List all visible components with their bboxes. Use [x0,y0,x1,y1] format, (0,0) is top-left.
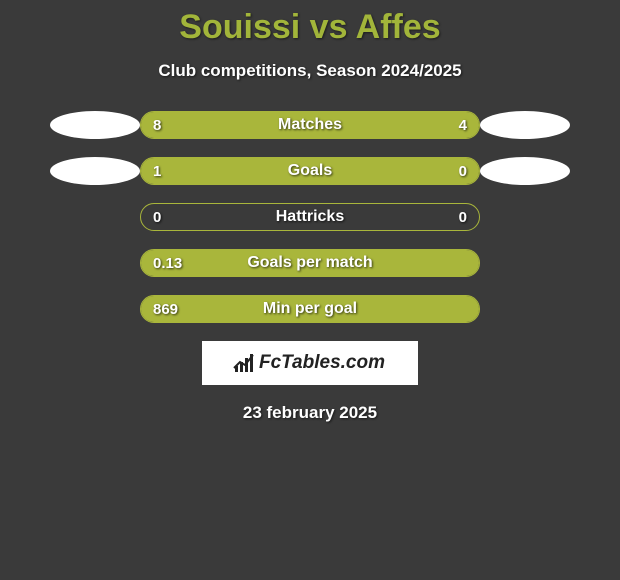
stat-row: 0.13Goals per match [0,249,620,277]
stat-bar: 00Hattricks [140,203,480,231]
player-right-ellipse-icon [480,157,570,185]
player-right-badge-slot [480,111,580,139]
stat-row: 10Goals [0,157,620,185]
date-label: 23 february 2025 [0,403,620,423]
stat-bar: 869Min per goal [140,295,480,323]
page-title: Souissi vs Affes [0,0,620,47]
stat-label: Min per goal [141,296,479,322]
comparison-card: Souissi vs Affes Club competitions, Seas… [0,0,620,580]
player-right-ellipse-icon [480,111,570,139]
stat-bar: 10Goals [140,157,480,185]
player-left-badge-slot [40,157,140,185]
stat-label: Hattricks [141,204,479,230]
player-right-badge-slot [480,157,580,185]
player-left-ellipse-icon [50,157,140,185]
stat-label: Goals per match [141,250,479,276]
brand-chart-icon [235,354,253,372]
stat-bar: 0.13Goals per match [140,249,480,277]
stat-row: 84Matches [0,111,620,139]
stat-row: 869Min per goal [0,295,620,323]
brand-label: FcTables.com [259,352,385,374]
brand-text: FcTables.com [235,352,385,374]
stat-bar: 84Matches [140,111,480,139]
player-left-ellipse-icon [50,111,140,139]
stat-row: 00Hattricks [0,203,620,231]
stats-area: 84Matches 10Goals 00Hattricks 0.13Goals per… [0,111,620,323]
player-left-badge-slot [40,111,140,139]
brand-badge[interactable]: FcTables.com [202,341,418,385]
subtitle: Club competitions, Season 2024/2025 [0,61,620,81]
stat-label: Goals [141,158,479,184]
stat-label: Matches [141,112,479,138]
